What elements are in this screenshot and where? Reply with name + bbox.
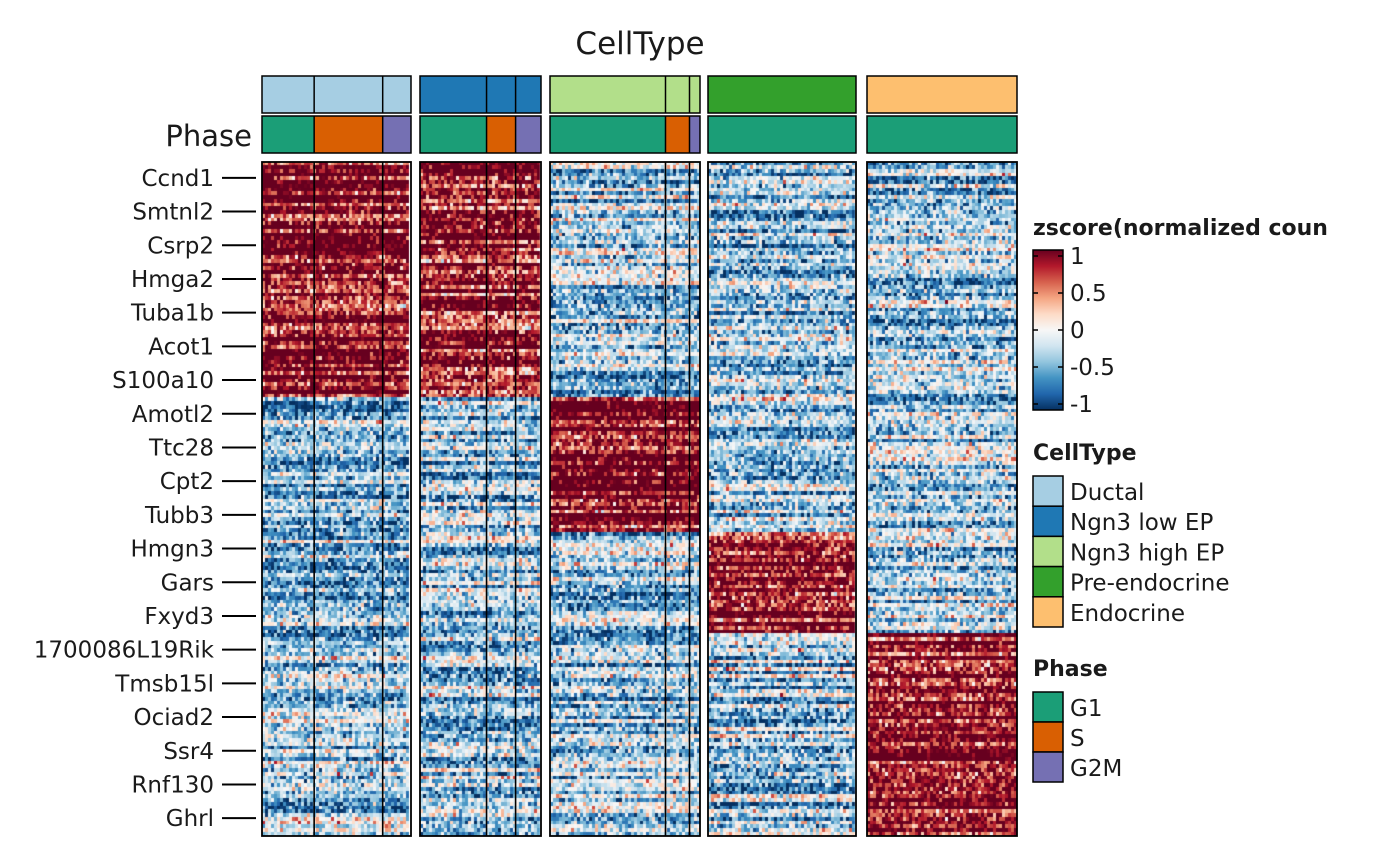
phase-legend-swatch-g2m [1032,751,1064,783]
gene-label-fxyd3: Fxyd3 [144,604,214,630]
phase-segment-ngn3-high-ep-g2m [689,116,700,153]
heatmap-panel-ngn3-low-ep [420,162,541,836]
phase-legend-label-g1: G1 [1070,696,1102,722]
phase-bar-border-ngn3-low-ep [419,115,542,154]
phase-segment-ngn3-high-ep-s [665,116,690,153]
phase-legend-title: Phase [1033,657,1108,682]
celltype-legend-title: CellType [1033,441,1137,466]
gene-label-tmsb15l: Tmsb15l [114,671,214,697]
colorscale-tick-label-1: 1 [1070,244,1085,270]
gene-label-tubb3: Tubb3 [144,503,214,529]
heatmap-panel-ngn3-high-ep [550,162,700,836]
celltype-legend-swatch-endocrine [1032,596,1064,628]
phase-annotation-label: Phase [165,119,252,153]
legends: zscore(normalized coun 1 0.5 0 -0.5 -1 CellTyp… [1032,216,1328,783]
gene-label-hmgn3: Hmgn3 [130,537,214,563]
gene-label-gars: Gars [161,570,214,596]
gene-label-s100a10: S100a10 [112,368,214,394]
celltype-legend-swatch-pre-endocrine [1032,565,1064,598]
phase-bar-border-endocrine [866,115,1018,154]
gene-label-1700086l19rik: 1700086L19Rik [34,638,215,664]
phase-segment-ngn3-low-ep-s [486,116,516,153]
phase-segment-ductal-g2m [382,116,411,153]
gene-label-amotl2: Amotl2 [132,402,214,428]
heatmap-panel-border-pre-endocrine [707,161,857,837]
chart-title: CellType [575,26,704,62]
phase-segment-ngn3-low-ep-g2m [515,116,541,153]
phase-bar-border-pre-endocrine [707,115,857,154]
gene-label-ssr4: Ssr4 [163,739,214,765]
heatmap-panel-ductal [262,162,411,836]
gene-label-cpt2: Cpt2 [160,469,214,495]
colorscale-tick-label-0-5: 0.5 [1070,281,1107,307]
celltype-legend-label-ductal: Ductal [1070,480,1144,506]
gene-label-rnf130: Rnf130 [131,772,214,798]
heatmap-panels [262,162,1017,836]
phase-segment-pre-endocrine-g1 [708,116,856,153]
phase-legend-swatch-g1 [1032,691,1064,723]
colorscale-legend-title: zscore(normalized coun [1033,216,1328,241]
phase-legend-label-s: S [1070,726,1085,752]
heatmap-panel-border-endocrine [866,161,1018,837]
colorscale-tick-label-0: 0 [1070,318,1085,344]
phase-bar-border-ngn3-high-ep [549,115,701,154]
phase-legend-swatch-s [1032,721,1064,753]
gene-label-hmga2: Hmga2 [131,267,214,293]
celltype-bar-endocrine [866,75,1018,114]
gene-label-ccnd1: Ccnd1 [141,166,214,192]
celltype-bar-ngn3-low-ep [419,75,542,114]
celltype-legend-swatch-ngn3-high-ep [1032,535,1064,568]
celltype-legend-label-pre-endocrine: Pre-endocrine [1070,571,1229,597]
phase-segment-ngn3-low-ep-g1 [420,116,487,153]
gene-label-ociad2: Ociad2 [134,705,214,731]
gene-labels: Ccnd1 Smtnl2 Csrp2 Hmga2 Tuba1b Acot1 S100a10 A… [34,166,256,832]
gene-label-ghrl: Ghrl [166,806,214,832]
celltype-legend-swatch-ngn3-low-ep [1032,505,1064,538]
celltype-legend-label-endocrine: Endocrine [1070,601,1185,627]
phase-segment-ductal-s [314,116,383,153]
colorscale-tick-label-1: -1 [1070,392,1093,418]
celltype-legend-swatch-ductal [1032,475,1064,507]
celltype-legend-label-ngn3-high-ep: Ngn3 high EP [1070,540,1224,566]
celltype-bar-pre-endocrine [707,75,857,114]
gene-label-csrp2: Csrp2 [147,233,214,259]
gene-label-smtnl2: Smtnl2 [132,200,214,226]
column-annotations [261,75,1018,837]
gene-label-ttc28: Ttc28 [148,435,214,461]
phase-segment-ngn3-high-ep-g1 [550,116,666,153]
celltype-bar-ductal [261,75,412,114]
heatmap-panel-border-ductal [261,161,412,837]
phase-segment-endocrine-g1 [867,116,1017,153]
phase-bar-border-ductal [261,115,412,154]
heatmap-panel-pre-endocrine [708,162,856,836]
heatmap-panel-border-ngn3-high-ep [549,161,701,837]
celltype-bar-ngn3-high-ep [549,75,701,114]
gene-label-acot1: Acot1 [148,334,214,360]
celltype-legend-label-ngn3-low-ep: Ngn3 low EP [1070,510,1213,536]
phase-segment-ductal-g1 [262,116,315,153]
colorscale-tick-label-0-5: -0.5 [1070,355,1115,381]
heatmap-panel-endocrine [867,162,1017,836]
heatmap-panel-border-ngn3-low-ep [419,161,542,837]
gene-label-tuba1b: Tuba1b [130,301,214,327]
phase-legend-label-g2m: G2M [1070,756,1122,782]
